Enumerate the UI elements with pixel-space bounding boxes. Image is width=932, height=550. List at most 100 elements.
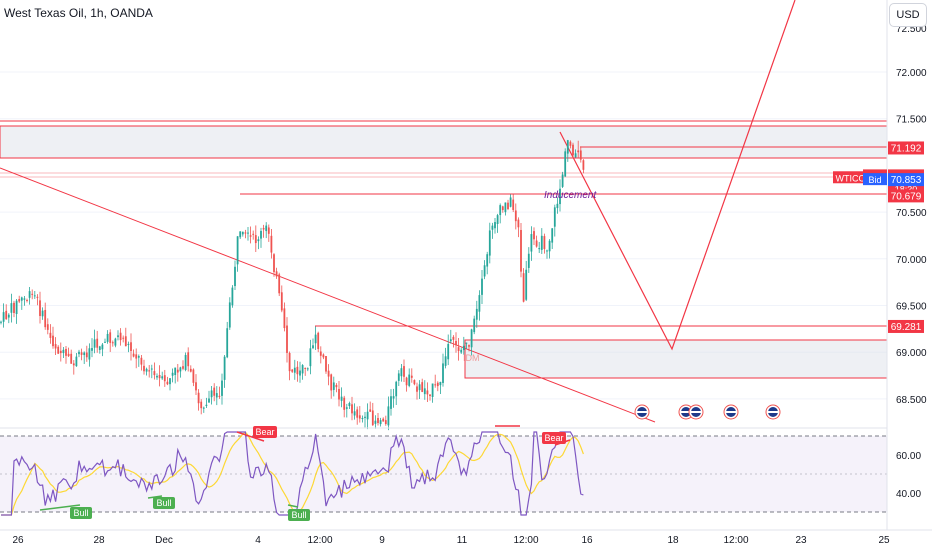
candle-body — [262, 227, 265, 230]
candle-body — [117, 335, 119, 338]
candle-body — [413, 380, 416, 385]
candle-body — [13, 302, 15, 313]
candle-body — [548, 240, 551, 252]
candle-body — [150, 368, 153, 370]
candle-body — [439, 381, 442, 386]
candle-body — [408, 374, 411, 386]
candle-body — [345, 407, 348, 409]
candle-body — [254, 235, 257, 244]
candle-body — [31, 293, 34, 295]
time-axis[interactable]: 26 28 Dec 4 12:00 9 11 12:00 16 18 12:00 23 25 — [12, 535, 890, 546]
candle-body — [533, 231, 535, 240]
currency-button[interactable]: USD — [889, 3, 927, 27]
candle-body — [512, 199, 515, 210]
us-flag-icon[interactable] — [723, 404, 739, 420]
candle-body — [314, 334, 317, 344]
svg-text:Bull: Bull — [291, 510, 306, 520]
candle-body — [83, 352, 86, 356]
candle-body — [163, 375, 166, 382]
price-tick: 70.500 — [896, 208, 927, 219]
candle-body — [28, 291, 31, 298]
candle-body — [361, 418, 364, 420]
candle-body — [488, 230, 491, 256]
candle-body — [109, 332, 112, 343]
candle-body — [561, 174, 564, 187]
candle-body — [252, 233, 255, 235]
candle-body — [239, 231, 242, 238]
candle-body — [457, 347, 460, 352]
candle-body — [507, 202, 509, 210]
candle-body — [351, 404, 353, 414]
candle-body — [202, 407, 205, 409]
rsi-tick-60: 60.00 — [896, 451, 921, 462]
bear-label: Bear — [253, 426, 277, 438]
candle-body — [405, 377, 408, 386]
price-labels: 71.192Ask70.893WTICOUSD70.87318:30Bid70.… — [833, 141, 924, 333]
candle-body — [452, 336, 455, 340]
candle-body — [88, 348, 91, 360]
candle-body — [387, 406, 390, 426]
price-tick-partial: 72.500 — [896, 24, 927, 35]
candle-body — [335, 384, 338, 388]
time-tick: 4 — [255, 535, 261, 546]
candle-body — [208, 398, 210, 403]
candle-body — [332, 382, 335, 390]
event-flags[interactable] — [634, 404, 781, 420]
price-axis[interactable] — [887, 0, 932, 530]
candle-body — [338, 388, 340, 400]
level-71192-price: 71.192 — [891, 143, 922, 154]
bull-label: Bull — [153, 497, 175, 509]
candle-body — [377, 417, 379, 424]
candle-body — [546, 250, 548, 252]
candle-body — [494, 222, 496, 229]
us-flag-icon[interactable] — [765, 404, 781, 420]
candle-body — [556, 203, 559, 209]
bear-label: Bear — [542, 432, 566, 444]
candlestick-series — [0, 139, 585, 431]
candle-body — [54, 344, 57, 349]
us-flag-icon[interactable] — [634, 404, 650, 420]
candle-body — [384, 420, 387, 424]
projection-path[interactable] — [559, 0, 796, 351]
svg-text:Bear: Bear — [544, 433, 563, 443]
symbol-prefix: WTICOUSD — [836, 173, 885, 183]
trend-line[interactable] — [0, 167, 656, 423]
candle-body — [127, 343, 130, 345]
inducement-label: Inducement — [544, 190, 597, 201]
level-71192-tag — [888, 141, 924, 155]
candle-body — [491, 225, 494, 230]
candle-body — [41, 310, 44, 317]
time-tick: 18 — [667, 535, 679, 546]
candle-body — [0, 321, 2, 323]
candle-body — [98, 346, 101, 351]
time-tick: 11 — [457, 535, 468, 546]
us-flag-icon[interactable] — [688, 404, 704, 420]
candle-body — [551, 228, 554, 243]
price-ticks: 72.000 71.500 70.500 70.000 69.500 69.000 68.5… — [896, 68, 927, 406]
candle-body — [369, 409, 372, 412]
candle-body — [18, 299, 21, 302]
candle-body — [442, 363, 444, 383]
candle-body — [210, 390, 213, 398]
candle-body — [509, 197, 512, 207]
candle-body — [486, 254, 489, 267]
candle-body — [309, 348, 312, 367]
time-tick: 26 — [12, 535, 24, 546]
chart-title: West Texas Oil, 1h, OANDA — [4, 6, 153, 20]
candle-body — [228, 302, 231, 328]
candle-body — [226, 328, 229, 358]
candle-body — [36, 296, 39, 298]
price-tick: 71.500 — [896, 115, 927, 126]
candle-body — [327, 370, 330, 377]
candle-body — [304, 367, 307, 369]
candle-body — [559, 188, 561, 205]
candle-body — [223, 356, 226, 380]
candle-body — [569, 141, 572, 146]
candle-body — [566, 140, 569, 154]
bid-tag — [888, 173, 924, 187]
candle-body — [553, 207, 556, 227]
candle-body — [395, 381, 398, 397]
candle-body — [514, 210, 517, 222]
candle-body — [80, 352, 83, 355]
